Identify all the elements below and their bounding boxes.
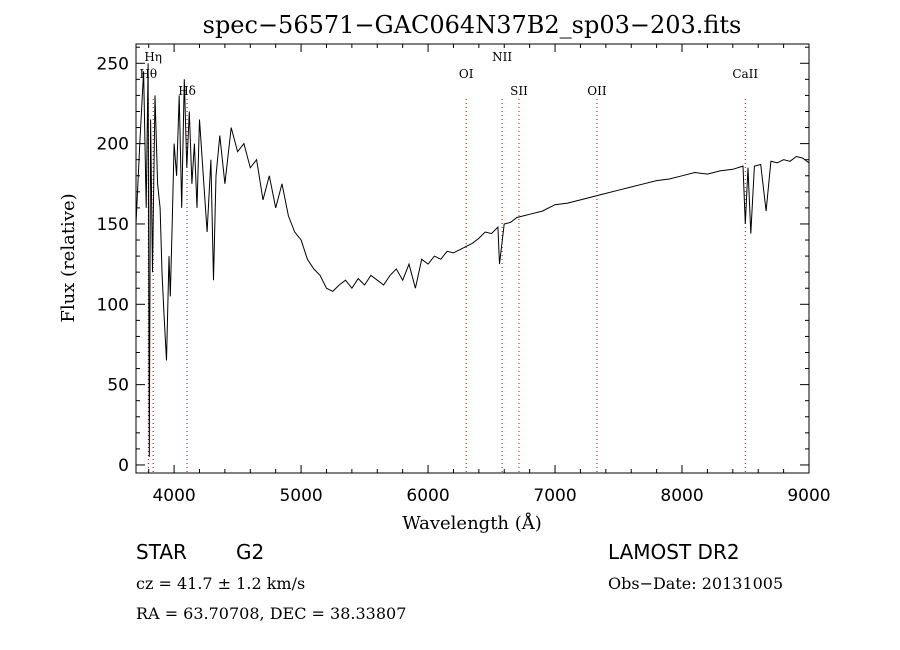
y-tick-label: 0 xyxy=(118,456,129,476)
x-tick-label: 6000 xyxy=(406,486,449,506)
survey-name: LAMOST DR2 xyxy=(608,540,740,564)
line-marker-label: CaII xyxy=(732,67,758,81)
x-axis-label: Wavelength (Å) xyxy=(402,512,542,534)
x-tick-label: 4000 xyxy=(152,486,195,506)
spectrum-series-line xyxy=(136,63,809,457)
y-tick-label: 250 xyxy=(97,54,129,74)
x-tick-label: 9000 xyxy=(787,486,830,506)
line-marker-label: SII xyxy=(510,84,528,98)
object-type: STAR xyxy=(136,540,187,564)
x-tick-label: 8000 xyxy=(660,486,703,506)
x-axis: 4000 5000 6000 7000 8000 9000 xyxy=(148,44,831,506)
chart-title: spec−56571−GAC064N37B2_sp03−203.fits xyxy=(203,11,742,39)
plot-frame xyxy=(135,43,810,474)
y-tick-label: 200 xyxy=(97,135,129,155)
line-marker-label: Hδ xyxy=(178,84,196,98)
y-tick-label: 150 xyxy=(97,215,129,235)
coordinates: RA = 63.70708, DEC = 38.33807 xyxy=(136,604,406,623)
redshift-cz: cz = 41.7 ± 1.2 km/s xyxy=(136,574,305,593)
spectral-subclass: G2 xyxy=(236,540,264,564)
line-marker-label: OI xyxy=(459,67,474,81)
x-tick-label: 5000 xyxy=(279,486,322,506)
y-tick-label: 100 xyxy=(97,295,129,315)
x-tick-label: 7000 xyxy=(533,486,576,506)
y-axis: 0 50 100 150 200 250 xyxy=(97,46,809,476)
y-axis-label: Flux (relative) xyxy=(58,193,79,322)
line-marker-label: OII xyxy=(587,84,607,98)
y-tick-label: 50 xyxy=(107,376,129,396)
observation-date: Obs−Date: 20131005 xyxy=(608,574,783,593)
line-marker-label: Hη xyxy=(144,50,162,64)
line-marker-label: NII xyxy=(492,50,512,64)
